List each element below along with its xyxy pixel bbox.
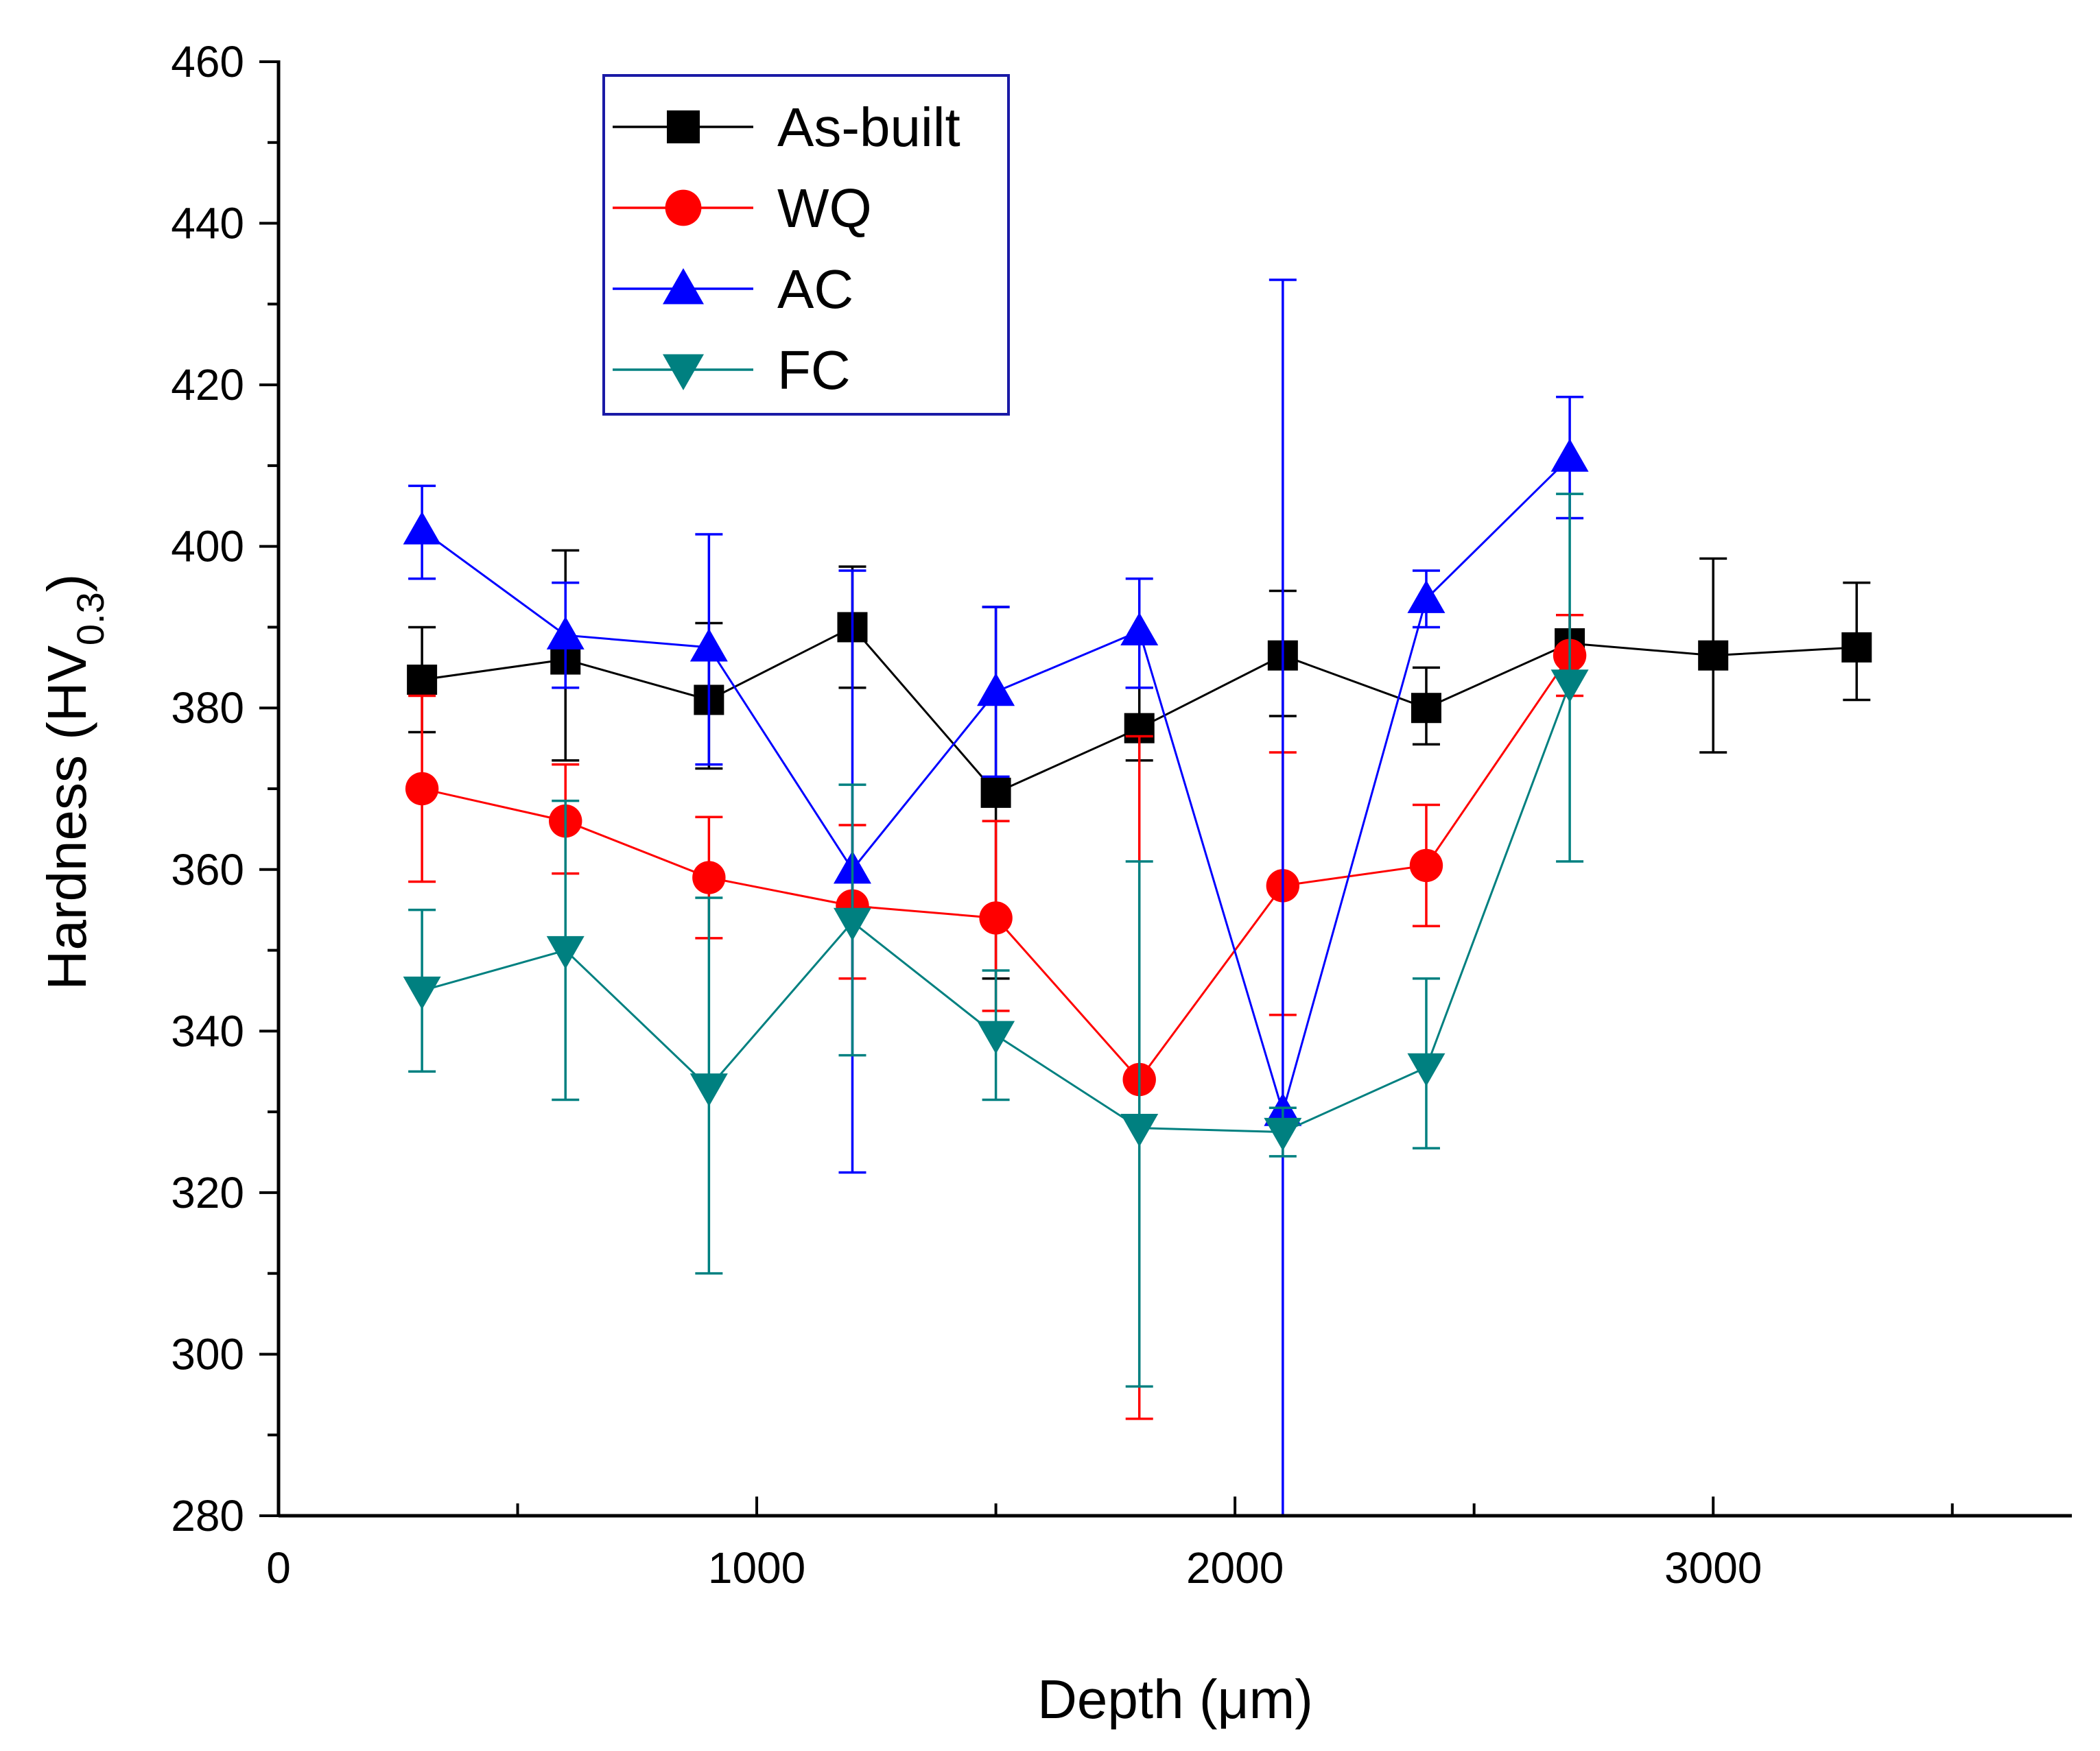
legend-item-ac: AC [613,259,853,320]
y-axis-title-close: ) [36,574,97,593]
series-fc [403,492,1589,1388]
x-tick-label: 2000 [1186,1543,1284,1593]
y-tick-label: 360 [171,845,244,894]
data-point-fc [1264,1117,1302,1152]
legend-item-as-built: As-built [613,97,960,158]
legend-item-fc: FC [613,340,851,401]
legend-label-as-built: As-built [777,97,960,158]
y-ticks: 280 300 320 340 360 380 400 420 440 460 [171,37,279,1540]
x-tick-label: 1000 [708,1543,805,1593]
y-tick-label: 400 [171,522,244,571]
legend-marker-ac [663,268,704,305]
y-tick-label: 420 [171,360,244,409]
x-ticks: 0 1000 2000 3000 [266,1497,1954,1593]
y-tick-label: 280 [171,1491,244,1540]
data-point-wq [979,901,1013,935]
data-point-fc [977,1021,1015,1054]
y-axis-title-main: Hardness (HV [36,645,97,990]
y-axis-title: Hardness (HV0.3) [36,574,112,990]
legend-marker-wq [665,189,702,226]
data-point-as-built [980,777,1011,808]
data-point-as-built [1698,640,1729,671]
y-tick-label: 300 [171,1329,244,1379]
data-point-as-built [407,665,438,695]
x-tick-label: 0 [266,1543,291,1593]
data-point-as-built [1841,632,1872,663]
data-point-ac [977,673,1015,706]
legend-item-wq: WQ [613,178,872,239]
data-point-ac [546,616,585,650]
legend-label-ac: AC [777,259,853,320]
legend: As-built WQ AC FC [602,74,1010,416]
x-axis-title: Depth (μm) [1037,1669,1313,1730]
error-bar-ac [1269,278,1297,1516]
series-ac [403,278,1589,1516]
data-point-fc [689,1073,728,1107]
y-tick-label: 380 [171,683,244,732]
data-point-fc [546,936,585,970]
data-point-wq [692,861,726,894]
x-tick-label: 3000 [1664,1543,1762,1593]
data-point-ac [1120,612,1159,645]
legend-marker-as-built [667,110,700,143]
data-point-ac [1550,438,1589,472]
y-tick-label: 440 [171,199,244,248]
y-tick-label: 320 [171,1168,244,1217]
data-point-wq [1409,848,1443,883]
y-tick-label: 460 [171,37,244,86]
data-point-fc [403,976,441,1010]
data-point-fc [1120,1114,1159,1147]
data-point-fc [1407,1053,1446,1086]
axes-layer: 0 1000 2000 3000 280 300 320 340 360 380 400 420 44… [36,37,2072,1730]
data-point-fc [1550,669,1589,703]
y-axis-title-subscript: 0.3 [69,592,112,645]
data-point-ac [689,628,728,662]
y-tick-label: 340 [171,1006,244,1056]
legend-label-fc: FC [777,340,851,401]
data-point-wq [405,772,439,806]
data-point-as-built [1411,693,1441,724]
legend-marker-fc [663,354,704,390]
data-point-ac [1407,580,1446,613]
series-layer [403,278,1872,1516]
legend-label-wq: WQ [777,178,872,239]
data-point-ac [403,511,441,545]
data-point-fc [833,907,871,941]
